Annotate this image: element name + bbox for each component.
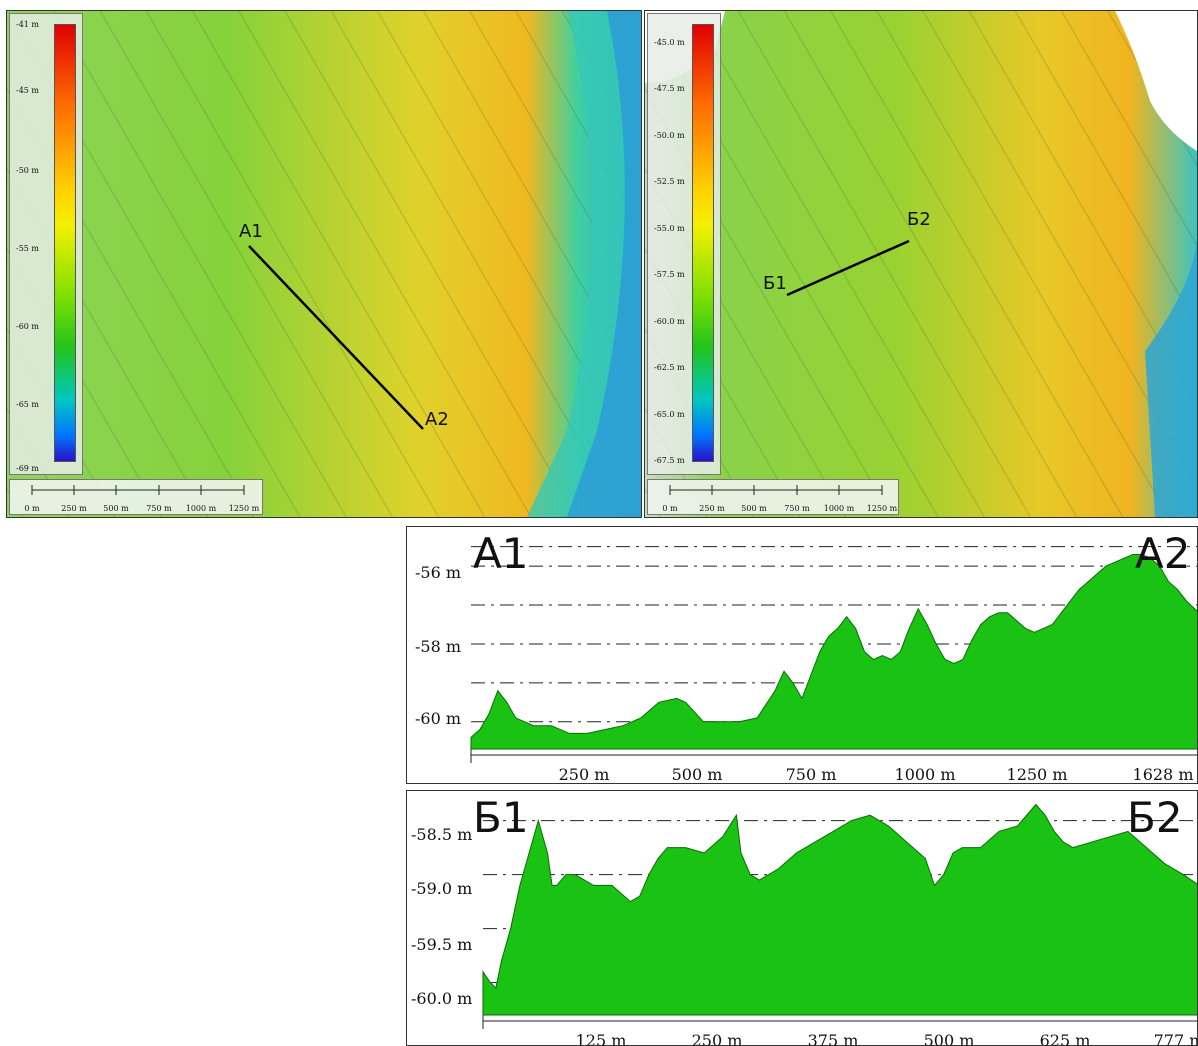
legend-tick: -57.5 m	[654, 270, 685, 279]
x-tick-label: 250 m	[691, 1031, 743, 1046]
x-tick-label: 500 m	[923, 1031, 975, 1046]
x-tick-label: 500 m	[671, 765, 723, 784]
scale-label: 750 m	[784, 504, 810, 513]
legend-tick: -67.5 m	[654, 456, 685, 465]
y-tick-label: -60.0 m	[411, 989, 473, 1008]
legend-tick: -60.0 m	[654, 317, 685, 326]
profile-line-a	[248, 245, 424, 430]
y-tick-label: -58 m	[415, 637, 462, 656]
depth-profile-b: Б1 Б2 -58.5 m -59.0 m -59.5 m -60.0 m 12…	[406, 790, 1198, 1046]
profile-chart-b	[482, 803, 1197, 1029]
scale-label: 250 m	[61, 504, 87, 513]
profile-end-label: Б2	[1127, 793, 1183, 842]
legend-tick: -69 m	[16, 464, 40, 473]
scale-bar-b: 0 m 250 m 500 m 750 m 1000 m 1250 m	[647, 479, 899, 515]
legend-tick: -47.5 m	[654, 84, 685, 93]
legend-tick: -45.0 m	[654, 38, 685, 47]
terrain-image-a	[7, 11, 641, 517]
y-tick-label: -59.0 m	[411, 879, 473, 898]
legend-tick: -55.0 m	[654, 224, 685, 233]
x-tick-label: 625 m	[1039, 1031, 1091, 1046]
scale-label: 0 m	[662, 504, 678, 513]
bathymetry-map-b: -45.0 m -47.5 m -50.0 m -52.5 m -55.0 m …	[644, 10, 1198, 518]
legend-tick: -55 m	[16, 244, 40, 253]
y-tick-label: -58.5 m	[411, 825, 473, 844]
x-tick-label: 1250 m	[1006, 765, 1068, 784]
color-ramp	[54, 24, 76, 462]
scale-label: 750 m	[146, 504, 172, 513]
legend-tick: -41 m	[16, 20, 40, 29]
depth-legend-a: -41 m -45 m -50 m -55 m -60 m -65 m -69 …	[9, 13, 83, 475]
scale-label: 250 m	[699, 504, 725, 513]
point-label-b1: Б1	[763, 273, 787, 294]
legend-tick: -65 m	[16, 400, 40, 409]
legend-tick: -52.5 m	[654, 177, 685, 186]
x-tick-label: 1628 m	[1132, 765, 1194, 784]
y-tick-label: -56 m	[415, 563, 462, 582]
legend-tick: -45 m	[16, 86, 40, 95]
scale-label: 1250 m	[866, 504, 898, 513]
legend-tick: -60 m	[16, 322, 40, 331]
scale-label: 500 m	[103, 504, 129, 513]
x-tick-label: 125 m	[575, 1031, 627, 1046]
x-tick-label: 250 m	[558, 765, 610, 784]
point-label-a1: A1	[239, 221, 263, 242]
profile-end-label: A2	[1135, 529, 1191, 578]
bathymetry-map-a: -41 m -45 m -50 m -55 m -60 m -65 m -69 …	[6, 10, 642, 518]
legend-tick: -50.0 m	[654, 131, 685, 140]
y-tick-label: -59.5 m	[411, 935, 473, 954]
legend-tick: -62.5 m	[654, 363, 685, 372]
scale-bar-a: 0 m 250 m 500 m 750 m 1000 m 1250 m	[9, 479, 263, 515]
color-ramp	[692, 24, 714, 462]
profile-area	[482, 803, 1197, 1016]
scale-label: 500 m	[741, 504, 767, 513]
legend-tick: -50 m	[16, 166, 40, 175]
profile-line-b	[786, 239, 910, 297]
profile-chart-a	[470, 546, 1197, 763]
depth-legend-b: -45.0 m -47.5 m -50.0 m -52.5 m -55.0 m …	[647, 13, 721, 475]
scale-label: 0 m	[24, 504, 40, 513]
depth-profile-a: A1 A2 -56 m -58 m -60 m 250 m 500 m 750 …	[406, 526, 1198, 784]
x-tick-label: 750 m	[785, 765, 837, 784]
x-tick-label: 375 m	[807, 1031, 859, 1046]
profile-area	[470, 554, 1197, 750]
y-tick-label: -60 m	[415, 709, 462, 728]
profile-start-label: Б1	[473, 793, 529, 842]
profile-start-label: A1	[473, 529, 529, 578]
x-tick-label: 777 m	[1153, 1031, 1197, 1046]
point-label-a2: A2	[425, 409, 449, 430]
terrain-image-b	[645, 11, 1197, 517]
scale-label: 1000 m	[185, 504, 217, 513]
x-tick-label: 1000 m	[894, 765, 956, 784]
legend-tick: -65.0 m	[654, 410, 685, 419]
scale-label: 1250 m	[228, 504, 260, 513]
point-label-b2: Б2	[907, 209, 931, 230]
scale-label: 1000 m	[823, 504, 855, 513]
